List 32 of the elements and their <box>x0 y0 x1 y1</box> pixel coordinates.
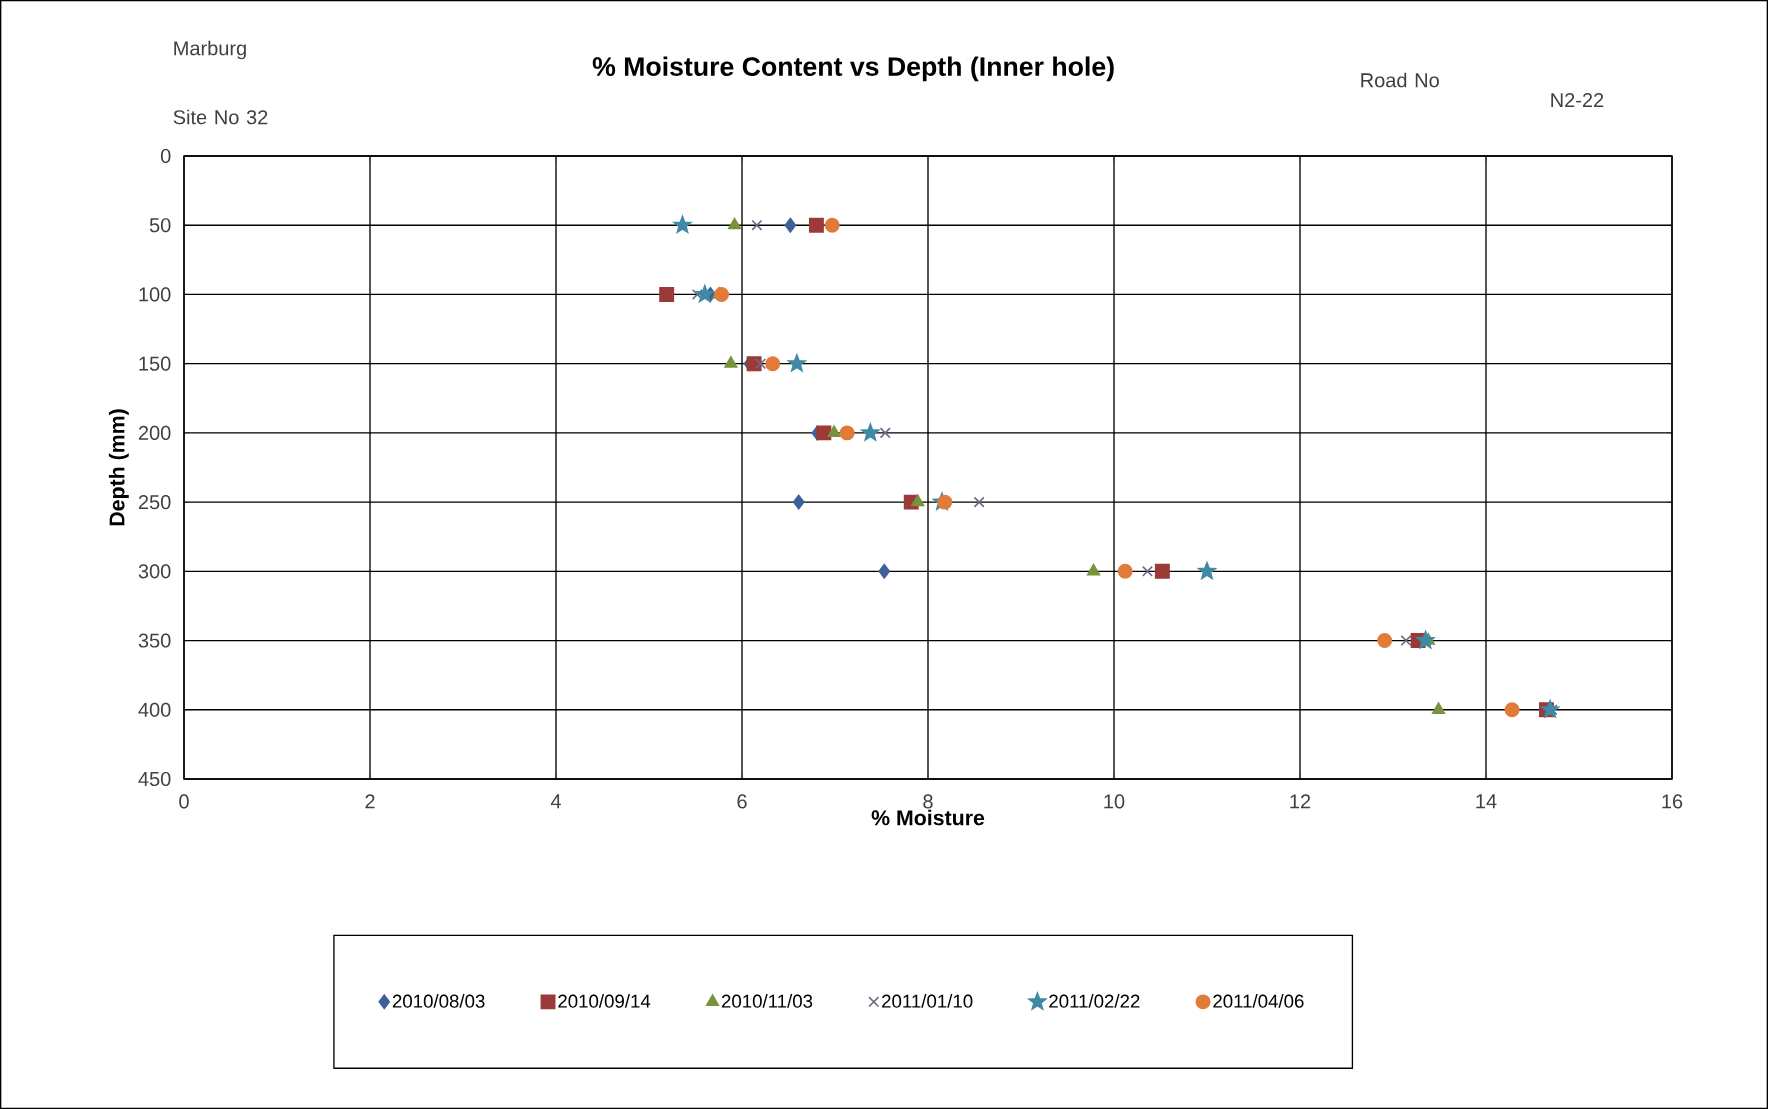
text: Marburg <box>174 40 246 60</box>
x-tick-label: 8 <box>923 794 933 809</box>
y-tick-label: 100 <box>139 287 171 302</box>
y-tick-label: 350 <box>138 633 171 648</box>
chart-title: % Moisture Content vs Depth (Inner hole) <box>592 56 1114 82</box>
text: Site No 32 <box>173 109 268 125</box>
x-tick-label: 4 <box>550 794 561 809</box>
x-tick-label: 2 <box>365 794 375 809</box>
y-tick-label: 300 <box>138 564 171 579</box>
y-tick-label: 150 <box>139 356 171 371</box>
y-axis-title: Depth (mm) <box>108 409 129 526</box>
x-tick-label: 0 <box>179 794 189 809</box>
y-tick-label: 50 <box>149 218 171 233</box>
text: Road No <box>1361 72 1439 88</box>
y-tick-label: 250 <box>138 495 171 510</box>
y-tick-label: 450 <box>138 771 171 787</box>
x-tick-label: 12 <box>1290 794 1311 809</box>
y-tick-label: 400 <box>138 702 171 717</box>
x-tick-label: 6 <box>737 794 747 809</box>
legend-label: 2010/08/03 <box>392 994 485 1008</box>
y-tick-label: 200 <box>138 425 171 440</box>
x-tick-label: 16 <box>1662 794 1683 809</box>
legend-label: 2010/11/03 <box>721 994 813 1008</box>
legend-label: 2011/01/10 <box>882 994 973 1008</box>
text: N2-22 <box>1551 93 1604 107</box>
x-axis-title: % Moisture <box>871 809 985 826</box>
x-tick-label: 10 <box>1104 794 1125 809</box>
x-tick-label: 14 <box>1476 794 1497 809</box>
legend-label: 2011/04/06 <box>1213 994 1304 1008</box>
legend-label: 2011/02/22 <box>1049 994 1140 1008</box>
legend-label: 2010/09/14 <box>558 994 651 1008</box>
y-tick-label: 0 <box>160 148 171 164</box>
